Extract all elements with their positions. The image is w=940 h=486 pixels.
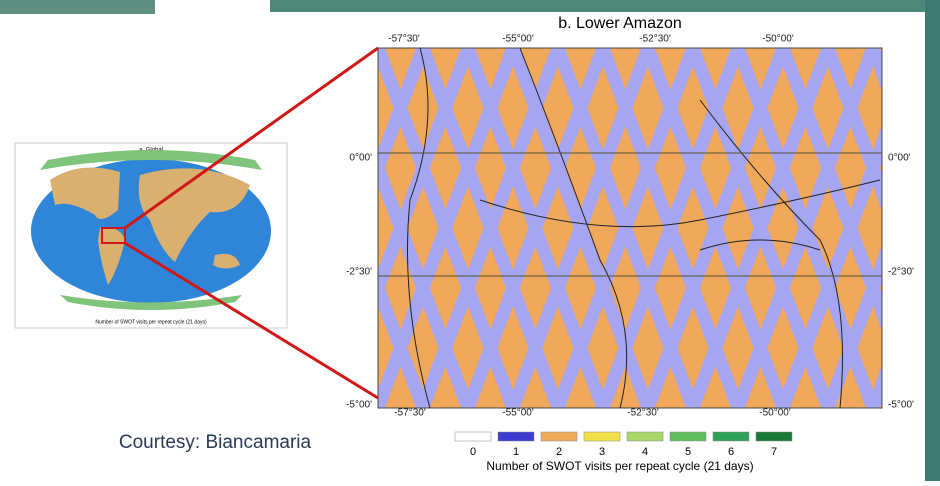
legend-label: 5	[685, 446, 691, 458]
credit: Courtesy: Biancamaria	[119, 432, 312, 453]
lat-label: 0°00'	[888, 153, 911, 164]
lon-label: -57°30'	[394, 408, 426, 419]
lon-label: -57°30'	[388, 34, 420, 45]
legend-swatch	[455, 432, 491, 441]
legend-label: 2	[556, 446, 562, 458]
lon-label: -52°30'	[627, 408, 659, 419]
lat-label: -2°30'	[888, 267, 914, 278]
legend-swatch	[627, 432, 663, 441]
lon-label: -50°00'	[762, 34, 794, 45]
legend-label: 4	[642, 446, 648, 458]
lon-label: -55°00'	[502, 408, 534, 419]
inset-caption: Number of SWOT visits per repeat cycle (…	[95, 319, 207, 325]
legend-swatch	[541, 432, 577, 441]
lat-label: -2°30'	[346, 267, 372, 278]
background-strip	[0, 0, 155, 14]
legend-swatch	[713, 432, 749, 441]
lon-label: -50°00'	[759, 408, 791, 419]
legend-label: 7	[771, 446, 777, 458]
legend-label: 1	[513, 446, 519, 458]
page: a. Global Number of SWOT visits per repe…	[0, 0, 940, 481]
legend-label: 3	[599, 446, 605, 458]
map-area	[378, 48, 882, 408]
legend-caption: Number of SWOT visits per repeat cycle (…	[486, 459, 753, 473]
lon-label: -52°30'	[639, 34, 671, 45]
background-edge	[925, 0, 940, 481]
background-strip	[270, 0, 940, 12]
legend-swatch	[584, 432, 620, 441]
lat-label: -5°00'	[888, 400, 914, 411]
slide: a. Global Number of SWOT visits per repe…	[0, 0, 940, 481]
map-title: b. Lower Amazon	[558, 15, 682, 32]
legend-label: 6	[728, 446, 734, 458]
legend-swatch	[498, 432, 534, 441]
legend-label: 0	[470, 446, 476, 458]
lat-label: 0°00'	[349, 153, 372, 164]
legend-swatch	[670, 432, 706, 441]
inset-map: a. Global Number of SWOT visits per repe…	[15, 143, 287, 328]
lat-label: -5°00'	[346, 400, 372, 411]
lon-label: -55°00'	[502, 34, 534, 45]
legend-swatch	[756, 432, 792, 441]
